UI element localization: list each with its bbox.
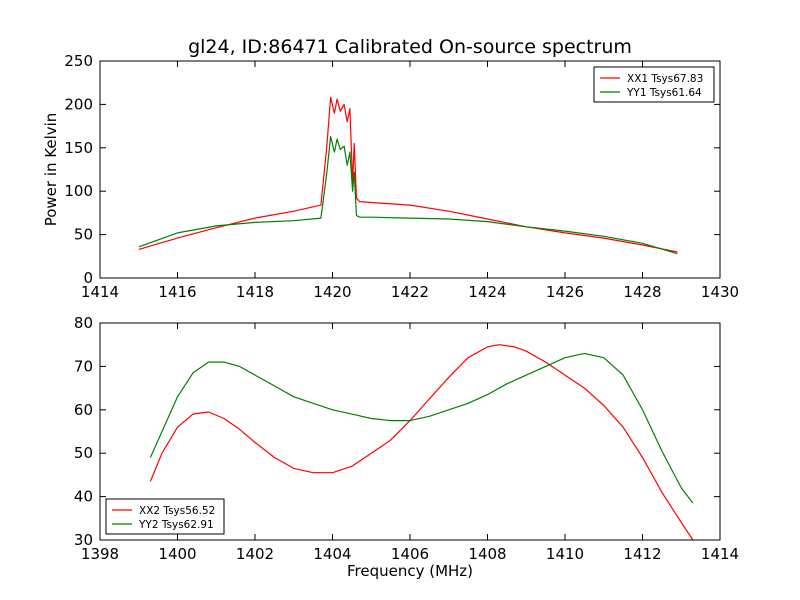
x-tick-label: 1398 <box>81 545 119 563</box>
legend-frame <box>593 66 715 103</box>
x-tick-label: 1428 <box>623 283 661 301</box>
figure-title: gl24, ID:86471 Calibrated On-source spec… <box>188 36 632 58</box>
x-tick-label: 1418 <box>236 283 274 301</box>
x-tick-label: 1408 <box>468 545 506 563</box>
x-axis-label: Frequency (MHz) <box>347 562 473 580</box>
series-line-xx <box>138 96 678 253</box>
series-line-xx <box>149 344 694 541</box>
bottom-spectrum-plot: 1398 1400 1402 1404 1406 1408 1410 1412 1414 30 40… <box>74 314 739 580</box>
y-tick-label: 200 <box>64 95 93 113</box>
x-tick-label: 1426 <box>546 283 584 301</box>
x-tick-label: 1406 <box>391 545 429 563</box>
y-tick-label: 50 <box>74 226 93 244</box>
y-axis-label: Power in Kelvin <box>42 113 60 227</box>
y-tick-label: 30 <box>74 531 93 549</box>
legend: XX1 Tsys67.83 YY1 Tsys61.64 <box>593 66 715 103</box>
x-tick-label: 1416 <box>158 283 196 301</box>
series-line-yy <box>149 352 694 504</box>
x-tick-label: 1404 <box>313 545 351 563</box>
y-tick-label: 60 <box>74 401 93 419</box>
legend: XX2 Tsys56.52 YY2 Tsys62.91 <box>105 498 225 535</box>
y-tick-label: 80 <box>74 314 93 332</box>
legend-label: YY1 Tsys61.64 <box>626 87 702 99</box>
x-tick-label: 1430 <box>701 283 739 301</box>
x-tick-label: 1412 <box>623 545 661 563</box>
x-tick-label: 1402 <box>236 545 274 563</box>
legend-label: YY2 Tsys62.91 <box>138 519 214 531</box>
legend-label: XX2 Tsys56.52 <box>139 505 215 517</box>
y-tick-label: 50 <box>74 444 93 462</box>
x-tick-label: 1400 <box>158 545 196 563</box>
top-spectrum-plot: 1414 1416 1418 1420 1422 1424 1426 1428 1430 0 50 1… <box>42 52 739 301</box>
y-tick-label: 70 <box>74 357 93 375</box>
x-tick-label: 1410 <box>546 545 584 563</box>
y-tick-label: 250 <box>64 52 93 70</box>
x-tick-label: 1414 <box>701 545 739 563</box>
y-tick-label: 100 <box>64 182 93 200</box>
y-tick-label: 0 <box>83 269 93 287</box>
series-line-yy <box>138 135 678 255</box>
x-tick-label: 1420 <box>313 283 351 301</box>
x-tick-label: 1422 <box>391 283 429 301</box>
y-tick-label: 150 <box>64 139 93 157</box>
legend-frame <box>105 498 225 535</box>
y-tick-label: 40 <box>74 488 93 506</box>
x-tick-label: 1424 <box>468 283 506 301</box>
legend-label: XX1 Tsys67.83 <box>627 73 703 85</box>
x-tick-label: 1414 <box>81 283 119 301</box>
